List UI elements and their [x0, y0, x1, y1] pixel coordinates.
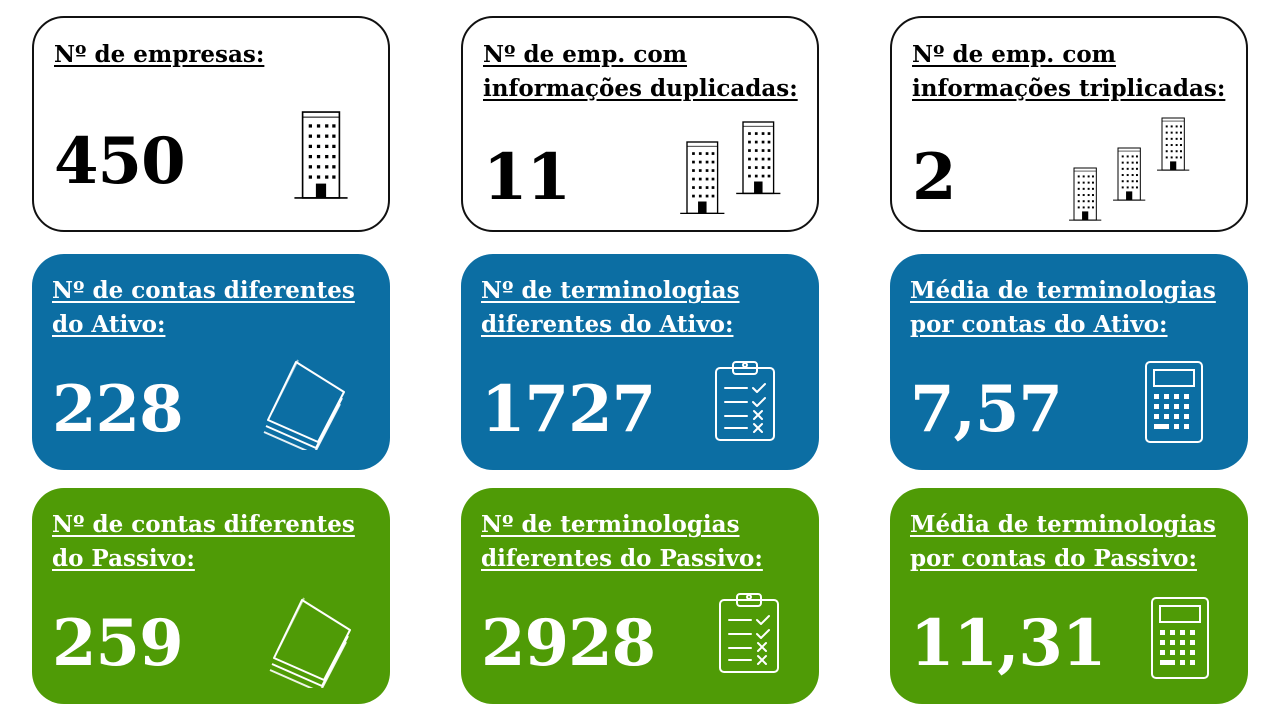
card-terminologias-passivo: Nº de terminologias diferentes do Passiv… [461, 488, 819, 704]
card-contas-passivo: Nº de contas diferentes do Passivo: 259 [32, 488, 390, 704]
card-value: 2 [912, 140, 957, 215]
card-title: Nº de emp. com informações duplicadas: [483, 41, 798, 102]
card-title: Nº de contas diferentes do Ativo: [52, 277, 355, 338]
paper-stack-icon [262, 588, 362, 688]
card-media-passivo: Média de terminologias por contas do Pas… [890, 488, 1248, 704]
card-emp-triplicadas: Nº de emp. com informações triplicadas: … [890, 16, 1248, 232]
card-value: 11 [483, 140, 571, 215]
card-title: Média de terminologias por contas do Pas… [910, 511, 1216, 572]
card-title: Nº de terminologias diferentes do Ativo: [481, 277, 740, 338]
card-value: 2928 [481, 606, 656, 681]
card-value: 11,31 [910, 606, 1106, 681]
card-value: 1727 [481, 372, 656, 447]
card-contas-ativo: Nº de contas diferentes do Ativo: 228 [32, 254, 390, 470]
calculator-icon [1150, 596, 1210, 680]
card-empresas: Nº de empresas: 450 [32, 16, 390, 232]
card-emp-duplicadas: Nº de emp. com informações duplicadas: 1… [461, 16, 819, 232]
clipboard-checklist-icon [713, 358, 777, 442]
two-buildings-icon [677, 118, 797, 214]
card-media-ativo: Média de terminologias por contas do Ati… [890, 254, 1248, 470]
paper-stack-icon [256, 350, 356, 450]
three-buildings-icon [1062, 112, 1202, 224]
card-terminologias-ativo: Nº de terminologias diferentes do Ativo:… [461, 254, 819, 470]
card-value: 228 [52, 372, 184, 447]
card-title: Nº de contas diferentes do Passivo: [52, 511, 355, 572]
calculator-icon [1144, 360, 1204, 444]
card-value: 450 [54, 124, 186, 199]
card-title: Média de terminologias por contas do Ati… [910, 277, 1216, 338]
card-title: Nº de terminologias diferentes do Passiv… [481, 511, 763, 572]
card-value: 7,57 [910, 372, 1063, 447]
clipboard-checklist-icon [717, 590, 781, 674]
card-title: Nº de empresas: [54, 41, 265, 68]
card-title: Nº de emp. com informações triplicadas: [912, 41, 1226, 102]
card-value: 259 [52, 606, 184, 681]
building-icon [286, 110, 356, 202]
